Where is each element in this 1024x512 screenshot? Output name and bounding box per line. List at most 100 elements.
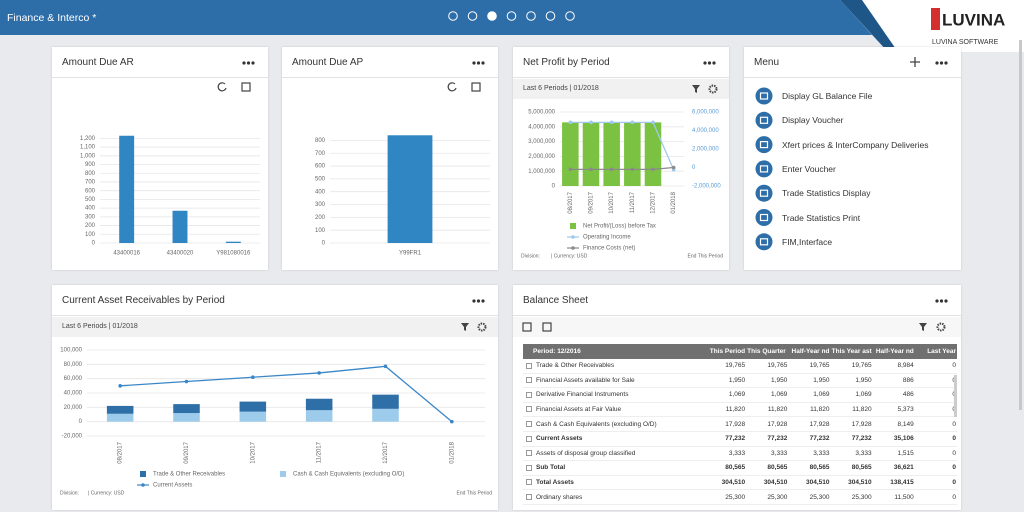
page-dot[interactable] (448, 11, 458, 21)
menu-panel: Menu Display GL Balance File Display Vouc… (744, 47, 961, 270)
panel-header: Amount Due AR (52, 47, 268, 78)
menu-icon[interactable] (755, 136, 773, 154)
gear-icon[interactable] (477, 322, 487, 332)
y-tick-label: 800 (85, 171, 96, 177)
value-cell: 25,300 (788, 489, 831, 505)
value-cell: 486 (872, 387, 915, 403)
more-icon[interactable] (935, 298, 949, 304)
filter-icon[interactable] (461, 323, 469, 331)
expand-icon[interactable] (526, 362, 532, 369)
table-row: Current Assets 77,232 77,232 77,232 77,232 35… (523, 431, 957, 447)
menu-item[interactable]: Trade Statistics Display (782, 188, 871, 199)
bar (173, 413, 200, 422)
expand-icon[interactable] (526, 420, 532, 427)
y-tick-label: 700 (315, 151, 326, 157)
page-dot[interactable] (487, 11, 497, 21)
export-icon[interactable] (471, 82, 481, 92)
menu-item[interactable]: Trade Statistics Print (782, 212, 861, 223)
menu-icons (755, 57, 920, 251)
legend-label: Cash & Cash Equivalents (excluding O/D) (293, 472, 404, 478)
expand-icon[interactable] (526, 493, 532, 500)
point (630, 167, 635, 172)
bar (225, 241, 241, 243)
menu-item[interactable]: Xfert prices & InterCompany Deliveries (782, 139, 929, 150)
menu-item[interactable]: Enter Voucher (782, 163, 836, 174)
filter-icon[interactable] (919, 323, 927, 331)
balance-table: Period: 12/2016 This Period This Quarter h… (523, 344, 957, 505)
dot (481, 61, 485, 65)
point (568, 167, 573, 172)
expand-icon[interactable] (526, 479, 532, 486)
export-icon[interactable] (542, 322, 552, 332)
dot (481, 299, 485, 303)
menu-item[interactable]: Display GL Balance File (782, 91, 873, 101)
export-icon[interactable] (241, 82, 251, 92)
menu-item[interactable]: Display Voucher (782, 115, 844, 126)
panel-title: Balance Sheet (523, 295, 589, 306)
dot (476, 299, 481, 303)
expand-icon[interactable] (526, 406, 532, 413)
value-cell: 36,621 (872, 460, 915, 476)
menu-icon[interactable] (755, 233, 773, 251)
dot (935, 61, 939, 65)
x-tick-label: 43400020 (167, 251, 194, 257)
bar (305, 398, 333, 411)
column-header: This Period (704, 344, 747, 359)
scrollbar[interactable] (954, 375, 957, 417)
value-cell: 0 (914, 460, 957, 476)
x-tick-label: 10/2017 (609, 191, 615, 213)
column-header: This Quarter his (746, 344, 789, 359)
more-icon[interactable] (242, 60, 256, 66)
bar (372, 408, 399, 422)
expand-icon[interactable] (526, 391, 532, 398)
page-scrollbar[interactable] (1019, 40, 1022, 410)
more-icon[interactable] (472, 60, 486, 66)
point (651, 167, 655, 172)
value-cell: 77,232 (746, 431, 789, 447)
y-tick-label: 300 (85, 214, 96, 220)
more-icon[interactable] (703, 60, 717, 66)
row-label: Assets of disposal group classified (536, 449, 636, 457)
y-tick-label: 60,000 (64, 376, 83, 382)
value-cell: 0 (914, 387, 957, 403)
page-dot[interactable] (565, 11, 575, 21)
refresh-icon[interactable] (217, 82, 227, 92)
row-label-cell: Derivative Financial Instruments (523, 387, 704, 403)
add-icon[interactable] (910, 57, 920, 67)
gear-icon[interactable] (708, 84, 718, 94)
row-label: Ordinary shares (536, 493, 583, 501)
menu-icon[interactable] (755, 87, 773, 105)
gear-icon[interactable] (936, 322, 946, 332)
y-tick-label: -20,000 (62, 434, 83, 440)
footer-text: End This Period (688, 253, 724, 259)
value-cell: 304,510 (704, 475, 747, 491)
menu-icon[interactable] (755, 184, 773, 202)
row-label: Financial Assets at Fair Value (536, 406, 622, 414)
more-icon[interactable] (472, 298, 486, 304)
menu-icon[interactable] (755, 209, 773, 226)
page-dot[interactable] (506, 11, 517, 21)
menu-icon[interactable] (755, 160, 773, 178)
expand-icon[interactable] (526, 464, 532, 471)
more-icon[interactable] (935, 60, 949, 66)
menu-icon-glyph (759, 189, 769, 197)
expand-icon[interactable] (526, 450, 532, 457)
page-dot[interactable] (526, 11, 536, 21)
dot (944, 299, 948, 303)
column-header: Half-Year nd (872, 344, 915, 359)
menu-icon[interactable] (755, 111, 773, 129)
value-cell: 304,510 (746, 475, 789, 491)
logo-subtitle: LUVINA SOFTWARE (932, 39, 999, 46)
value-cell: 1,069 (704, 387, 747, 403)
refresh-icon[interactable] (447, 82, 457, 92)
page-dot[interactable] (467, 11, 478, 21)
y2-tick-label: 2,000,000 (692, 147, 719, 153)
expand-icon[interactable] (526, 435, 532, 442)
menu-item[interactable]: FIM,Interface (782, 236, 833, 247)
filter-icon[interactable] (692, 85, 700, 93)
export-icon[interactable] (522, 322, 532, 332)
expand-icon[interactable] (526, 377, 532, 384)
value-cell: 19,765 (704, 359, 747, 374)
page-dot[interactable] (545, 11, 556, 21)
bar (644, 122, 662, 186)
